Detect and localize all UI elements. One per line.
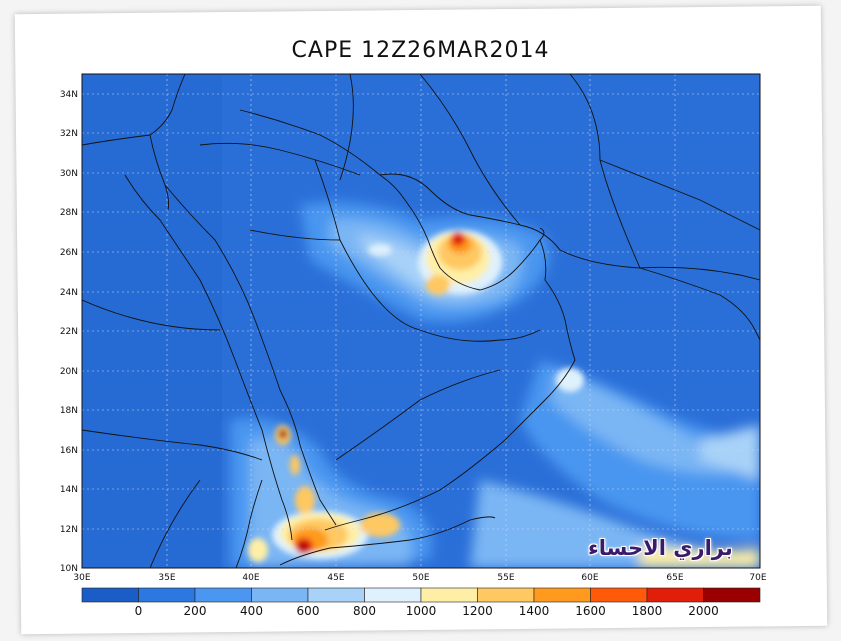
colorbar-label: 1800 [632, 604, 663, 618]
lon-label: 50E [412, 573, 429, 583]
lon-label: 55E [497, 573, 514, 583]
lat-label: 16N [60, 446, 78, 456]
colorbar: 0 200 400 600 800 1000 1200 1400 1600 1800 2000 [81, 587, 761, 618]
lat-label: 34N [60, 90, 78, 100]
colorbar-box [420, 587, 478, 603]
map-grid [82, 74, 760, 568]
colorbar-box [477, 587, 535, 603]
colorbar-label: 600 [297, 604, 320, 618]
lat-axis: 34N 32N 30N 28N 26N 24N 22N 20N 18N 16N … [60, 90, 78, 574]
lat-label: 28N [60, 208, 78, 218]
colorbar-label: 1200 [462, 604, 493, 618]
colorbar-box [138, 587, 196, 603]
map-frame [81, 73, 761, 569]
lat-label: 10N [60, 564, 78, 574]
lat-label: 22N [60, 327, 78, 337]
lon-label: 40E [242, 573, 259, 583]
map-title: CAPE 12Z26MAR2014 [291, 38, 550, 63]
colorbar-box [194, 587, 252, 603]
lon-label: 65E [666, 573, 683, 583]
lat-label: 30N [60, 169, 78, 179]
colorbar-label: 1600 [575, 604, 606, 618]
colorbar-box [251, 587, 309, 603]
lat-label: 12N [60, 525, 78, 535]
colorbar-box [703, 587, 761, 603]
lat-label: 18N [60, 406, 78, 416]
lon-label: 35E [158, 573, 175, 583]
colorbar-label: 800 [353, 604, 376, 618]
colorbar-box [81, 587, 139, 603]
colorbar-box [533, 587, 591, 603]
lon-label: 70E [749, 573, 766, 583]
watermark-text: براري الاحساء [588, 536, 733, 560]
lon-axis: 30E 35E 40E 45E 50E 55E 60E 65E 70E [73, 573, 766, 583]
colorbar-label: 1000 [406, 604, 437, 618]
lat-label: 24N [60, 288, 78, 298]
lon-label: 45E [327, 573, 344, 583]
colorbar-label: 400 [240, 604, 263, 618]
cape-shading [82, 74, 760, 568]
colorbar-box [364, 587, 422, 603]
colorbar-box [307, 587, 365, 603]
colorbar-box [646, 587, 704, 603]
lat-label: 14N [60, 485, 78, 495]
colorbar-box [590, 587, 648, 603]
colorbar-label: 2000 [688, 604, 719, 618]
colorbar-label: 0 [135, 604, 143, 618]
lon-label: 30E [73, 573, 90, 583]
lat-label: 32N [60, 129, 78, 139]
coastlines [82, 74, 760, 568]
lat-label: 26N [60, 248, 78, 258]
colorbar-label: 200 [184, 604, 207, 618]
lon-label: 60E [581, 573, 598, 583]
lat-label: 20N [60, 367, 78, 377]
colorbar-label: 1400 [519, 604, 550, 618]
